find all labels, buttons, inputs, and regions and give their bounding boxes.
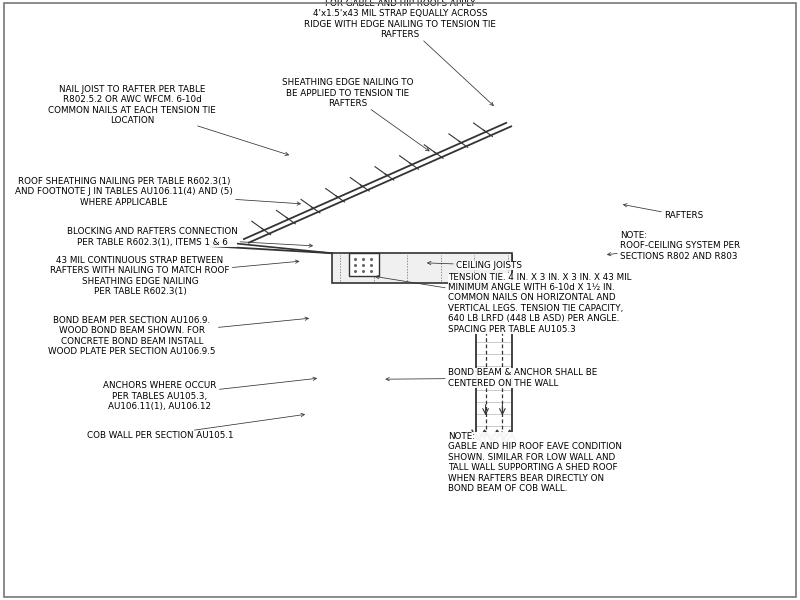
Text: ROOF SHEATHING NAILING PER TABLE R602.3(1)
AND FOOTNOTE J IN TABLES AU106.11(4) : ROOF SHEATHING NAILING PER TABLE R602.3(… bbox=[15, 177, 300, 207]
Text: BOND BEAM PER SECTION AU106.9.
WOOD BOND BEAM SHOWN. FOR
CONCRETE BOND BEAM INST: BOND BEAM PER SECTION AU106.9. WOOD BOND… bbox=[48, 316, 308, 356]
Text: TENSION TIE. 4 IN. X 3 IN. X 3 IN. X 43 MIL
MINIMUM ANGLE WITH 6-10d X 1½ IN.
CO: TENSION TIE. 4 IN. X 3 IN. X 3 IN. X 43 … bbox=[375, 272, 631, 334]
Text: BLOCKING AND RAFTERS CONNECTION
PER TABLE R602.3(1), ITEMS 1 & 6: BLOCKING AND RAFTERS CONNECTION PER TABL… bbox=[66, 227, 312, 247]
Text: 43 MIL CONTINUOUS STRAP BETWEEN
RAFTERS WITH NAILING TO MATCH ROOF
SHEATHING EDG: 43 MIL CONTINUOUS STRAP BETWEEN RAFTERS … bbox=[50, 256, 298, 296]
Text: NAIL JOIST TO RAFTER PER TABLE
R802.5.2 OR AWC WFCM. 6-10d
COMMON NAILS AT EACH : NAIL JOIST TO RAFTER PER TABLE R802.5.2 … bbox=[48, 85, 289, 155]
Text: RAFTERS: RAFTERS bbox=[623, 203, 703, 220]
Text: CEILING JOISTS: CEILING JOISTS bbox=[428, 260, 522, 269]
Bar bbox=[332, 253, 512, 283]
Text: ANCHORS WHERE OCCUR
PER TABLES AU105.3,
AU106.11(1), AU106.12: ANCHORS WHERE OCCUR PER TABLES AU105.3, … bbox=[103, 377, 316, 411]
Text: BOND BEAM & ANCHOR SHALL BE
CENTERED ON THE WALL: BOND BEAM & ANCHOR SHALL BE CENTERED ON … bbox=[386, 368, 598, 388]
Bar bbox=[349, 253, 379, 276]
Text: FOR GABLE AND HIP ROOFS APPLY
4'x1.5'x43 MIL STRAP EQUALLY ACROSS
RIDGE WITH EDG: FOR GABLE AND HIP ROOFS APPLY 4'x1.5'x43… bbox=[304, 0, 496, 106]
Text: SHEATHING EDGE NAILING TO
BE APPLIED TO TENSION TIE
RAFTERS: SHEATHING EDGE NAILING TO BE APPLIED TO … bbox=[282, 78, 429, 151]
Text: NOTE:
GABLE AND HIP ROOF EAVE CONDITION
SHOWN. SIMILAR FOR LOW WALL AND
TALL WAL: NOTE: GABLE AND HIP ROOF EAVE CONDITION … bbox=[448, 432, 622, 493]
Text: COB WALL PER SECTION AU105.1: COB WALL PER SECTION AU105.1 bbox=[86, 413, 305, 439]
Text: NOTE:
ROOF-CEILING SYSTEM PER
SECTIONS R802 AND R803: NOTE: ROOF-CEILING SYSTEM PER SECTIONS R… bbox=[608, 231, 740, 261]
